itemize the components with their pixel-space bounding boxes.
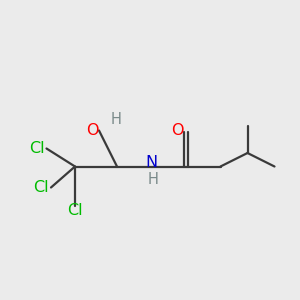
Text: Cl: Cl	[29, 141, 45, 156]
Text: H: H	[111, 112, 122, 128]
Text: O: O	[171, 123, 184, 138]
Text: H: H	[148, 172, 158, 187]
Text: O: O	[86, 123, 99, 138]
Text: Cl: Cl	[67, 203, 83, 218]
Text: N: N	[146, 155, 158, 170]
Text: Cl: Cl	[34, 180, 49, 195]
